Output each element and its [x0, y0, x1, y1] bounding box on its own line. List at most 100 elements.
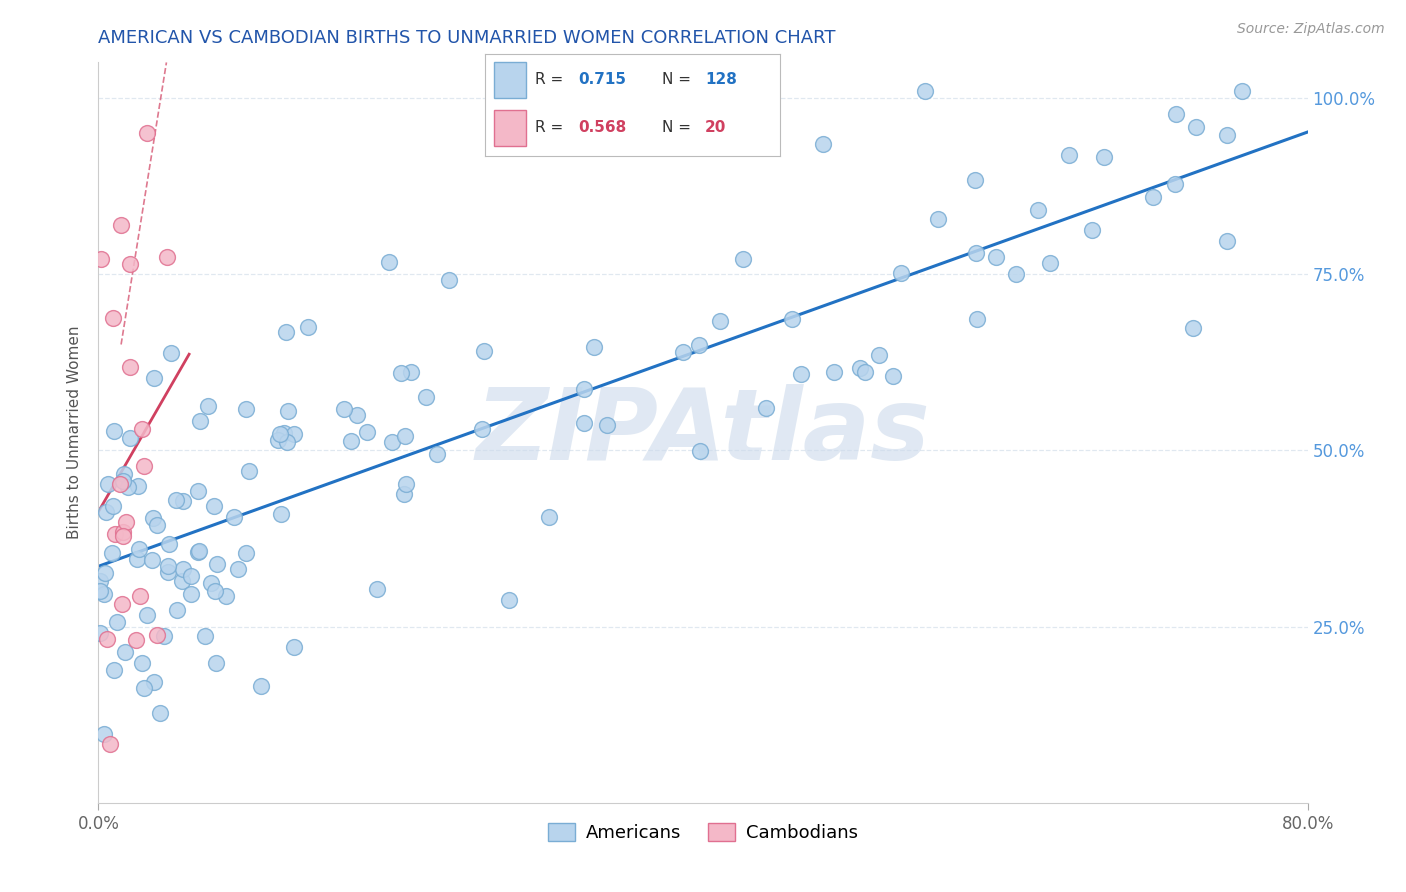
- Point: [120, 359, 142, 374]
- Point: [596, 418, 619, 433]
- Point: [105, 615, 128, 629]
- Point: [235, 546, 257, 560]
- Point: [1092, 150, 1115, 164]
- Point: [1026, 203, 1049, 218]
- Point: [94, 505, 117, 519]
- Point: [1216, 128, 1239, 142]
- Point: [202, 499, 225, 513]
- Point: [143, 371, 166, 385]
- Point: [755, 401, 778, 415]
- Point: [415, 390, 437, 404]
- Point: [965, 245, 987, 260]
- Text: N =: N =: [662, 120, 696, 136]
- Point: [823, 365, 845, 379]
- Point: [101, 499, 124, 513]
- Point: [149, 706, 172, 720]
- Point: [128, 542, 150, 557]
- Y-axis label: Births to Unmarried Women: Births to Unmarried Women: [67, 326, 83, 540]
- Point: [1216, 234, 1239, 248]
- Point: [101, 310, 124, 325]
- Point: [1080, 223, 1102, 237]
- Text: 20: 20: [704, 120, 727, 136]
- Point: [117, 480, 139, 494]
- Text: R =: R =: [536, 72, 568, 87]
- Point: [194, 629, 217, 643]
- Legend: Americans, Cambodians: Americans, Cambodians: [541, 815, 865, 849]
- FancyBboxPatch shape: [494, 110, 526, 145]
- Point: [187, 545, 209, 559]
- Point: [89, 574, 111, 588]
- Point: [205, 558, 228, 572]
- Point: [134, 681, 156, 695]
- Point: [270, 508, 292, 522]
- Point: [98, 737, 121, 751]
- Point: [128, 589, 150, 603]
- Point: [197, 399, 219, 413]
- Text: 0.568: 0.568: [578, 120, 626, 136]
- Point: [1166, 106, 1188, 120]
- Point: [108, 477, 131, 491]
- Point: [226, 562, 249, 576]
- Point: [111, 597, 134, 611]
- Point: [157, 536, 180, 550]
- Point: [688, 338, 710, 352]
- Point: [165, 493, 187, 508]
- Point: [96, 632, 118, 646]
- Point: [1039, 256, 1062, 270]
- Point: [172, 574, 194, 589]
- Point: [277, 404, 299, 418]
- Point: [134, 459, 156, 474]
- Point: [853, 365, 876, 379]
- Point: [283, 640, 305, 654]
- Point: [103, 424, 125, 438]
- Point: [125, 552, 148, 566]
- Point: [914, 84, 936, 98]
- Point: [94, 566, 117, 580]
- Point: [90, 252, 112, 267]
- Point: [131, 422, 153, 436]
- Point: [135, 608, 157, 623]
- Text: ZIPAtlas: ZIPAtlas: [475, 384, 931, 481]
- Point: [112, 474, 135, 488]
- Point: [927, 212, 949, 227]
- Point: [381, 435, 404, 450]
- Point: [339, 434, 361, 449]
- Point: [103, 663, 125, 677]
- Point: [93, 587, 115, 601]
- Point: [811, 137, 834, 152]
- Point: [112, 467, 135, 481]
- Point: [965, 173, 987, 187]
- Point: [180, 569, 202, 583]
- Point: [118, 257, 141, 271]
- Point: [346, 408, 368, 422]
- Point: [537, 509, 560, 524]
- Point: [1232, 84, 1254, 98]
- Point: [426, 447, 449, 461]
- Point: [574, 382, 596, 396]
- Point: [583, 340, 606, 354]
- Point: [89, 626, 111, 640]
- Point: [966, 312, 988, 326]
- Point: [1005, 267, 1028, 281]
- Point: [124, 632, 146, 647]
- Point: [112, 529, 135, 543]
- Point: [986, 250, 1008, 264]
- Point: [145, 628, 167, 642]
- Point: [110, 218, 132, 232]
- Point: [276, 325, 298, 339]
- Point: [205, 656, 228, 670]
- Point: [143, 675, 166, 690]
- Point: [114, 645, 136, 659]
- Point: [890, 266, 912, 280]
- Point: [366, 582, 388, 596]
- Point: [156, 250, 179, 264]
- Point: [215, 590, 238, 604]
- Point: [1163, 178, 1185, 192]
- Text: 0.715: 0.715: [578, 72, 626, 87]
- Point: [1184, 120, 1206, 135]
- Point: [141, 553, 163, 567]
- Point: [224, 510, 246, 524]
- Point: [156, 558, 179, 573]
- Point: [160, 346, 183, 360]
- Point: [157, 565, 180, 579]
